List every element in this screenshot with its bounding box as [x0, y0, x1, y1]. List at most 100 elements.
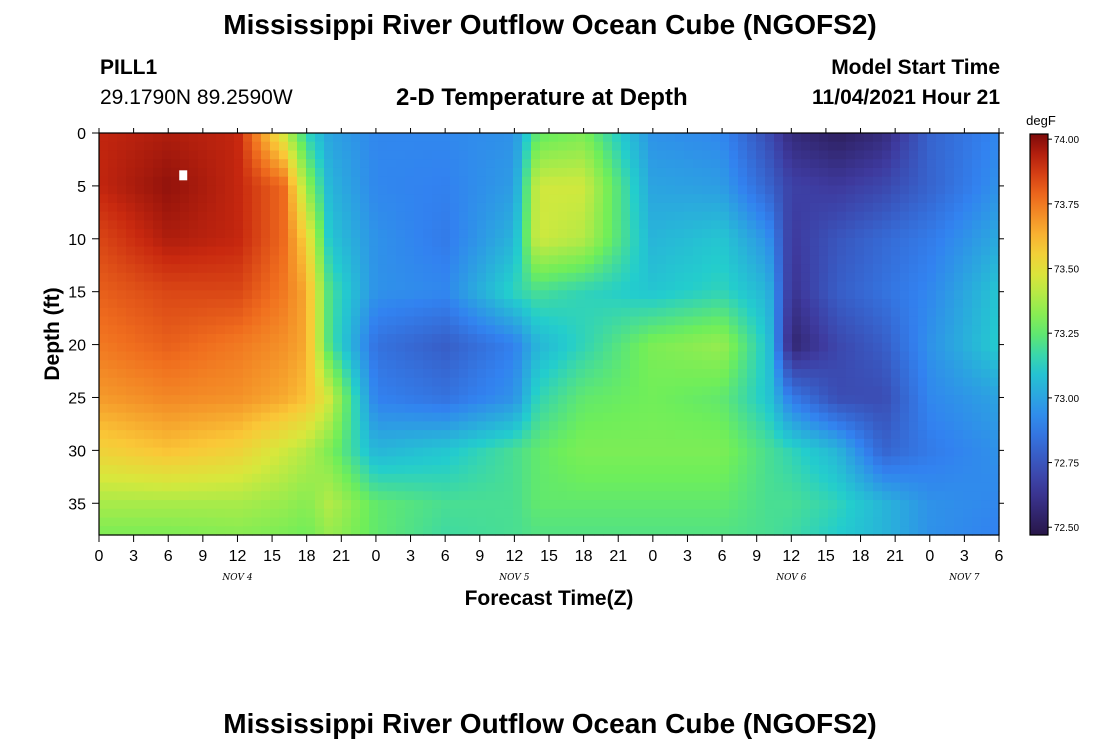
heatmap-cell: [504, 403, 514, 414]
heatmap-cell: [936, 377, 946, 388]
heatmap-cell: [468, 272, 478, 283]
heatmap-cell: [783, 325, 793, 335]
heatmap-cell: [171, 150, 181, 160]
heatmap-cell: [891, 395, 901, 405]
heatmap-cell: [909, 395, 919, 405]
heatmap-cell: [648, 255, 658, 265]
heatmap-cell: [639, 465, 649, 475]
heatmap-cell: [927, 133, 937, 143]
heatmap-cell: [486, 491, 496, 501]
heatmap-cell: [792, 133, 802, 143]
heatmap-cell: [99, 491, 109, 501]
heatmap-cell: [135, 167, 145, 178]
heatmap-cell: [207, 517, 217, 527]
heatmap-cell: [126, 403, 136, 414]
heatmap-cell: [936, 386, 946, 396]
heatmap-cell: [972, 491, 982, 501]
heatmap-cell: [126, 351, 136, 361]
heatmap-cell: [369, 342, 379, 353]
heatmap-cell: [243, 377, 253, 388]
heatmap-cell: [837, 325, 847, 335]
heatmap-cell: [630, 281, 640, 291]
heatmap-cell: [909, 255, 919, 265]
heatmap-cell: [954, 211, 964, 221]
heatmap-cell: [783, 482, 793, 492]
heatmap-cell: [387, 220, 397, 230]
heatmap-cell: [882, 290, 892, 300]
heatmap-cell: [495, 368, 505, 379]
heatmap-cell: [765, 526, 775, 536]
heatmap-cell: [387, 447, 397, 457]
heatmap-cell: [909, 473, 919, 484]
x-tick-label: 15: [263, 548, 281, 565]
heatmap-cell: [954, 167, 964, 178]
heatmap-cell: [585, 307, 595, 318]
heatmap-cell: [243, 430, 253, 440]
heatmap-cell: [450, 176, 460, 187]
heatmap-cell: [306, 272, 316, 283]
heatmap-cell: [540, 500, 550, 510]
heatmap-cell: [180, 412, 190, 422]
heatmap-cell: [441, 403, 451, 414]
heatmap-cell: [567, 133, 577, 143]
heatmap-cell: [918, 412, 928, 422]
heatmap-cell: [783, 141, 793, 152]
heatmap-cell: [414, 447, 424, 457]
heatmap-cell: [126, 290, 136, 300]
heatmap-cell: [486, 465, 496, 475]
heatmap-cell: [495, 281, 505, 291]
heatmap-cell: [684, 395, 694, 405]
heatmap-cell: [270, 176, 280, 187]
heatmap-cell: [450, 526, 460, 536]
heatmap-cell: [603, 403, 613, 414]
x-tick-label: 3: [960, 548, 969, 565]
heatmap-cell: [495, 403, 505, 414]
heatmap-cell: [126, 211, 136, 221]
heatmap-cell: [900, 159, 910, 169]
heatmap-cell: [495, 211, 505, 221]
heatmap-cell: [567, 403, 577, 414]
heatmap-cell: [207, 141, 217, 152]
heatmap-cell: [594, 360, 604, 370]
heatmap-cell: [522, 229, 532, 239]
heatmap-cell: [513, 342, 523, 353]
heatmap-cell: [396, 421, 406, 431]
heatmap-cell: [117, 255, 127, 265]
heatmap-cell: [216, 290, 226, 300]
heatmap-cell: [459, 482, 469, 492]
heatmap-cell: [837, 167, 847, 178]
heatmap-cell: [729, 325, 739, 335]
heatmap-cell: [828, 377, 838, 388]
heatmap-cell: [333, 159, 343, 169]
heatmap-cell: [972, 482, 982, 492]
heatmap-cell: [729, 316, 739, 326]
heatmap-cell: [99, 264, 109, 274]
heatmap-cell: [702, 159, 712, 169]
heatmap-cell: [252, 334, 262, 344]
heatmap-cell: [531, 334, 541, 344]
heatmap-cell: [522, 482, 532, 492]
heatmap-cell: [477, 307, 487, 318]
heatmap-cell: [486, 211, 496, 221]
heatmap-cell: [936, 473, 946, 484]
heatmap-cell: [972, 211, 982, 221]
heatmap-cell: [666, 526, 676, 536]
heatmap-cell: [171, 290, 181, 300]
heatmap-cell: [567, 220, 577, 230]
heatmap-cell: [315, 368, 325, 379]
heatmap-cell: [909, 482, 919, 492]
heatmap-cell: [144, 456, 154, 466]
heatmap-cell: [423, 167, 433, 178]
heatmap-cell: [594, 430, 604, 440]
heatmap-cell: [459, 133, 469, 143]
heatmap-cell: [846, 473, 856, 484]
heatmap-cell: [639, 185, 649, 195]
heatmap-cell: [144, 395, 154, 405]
heatmap-cell: [315, 491, 325, 501]
heatmap-cell: [315, 517, 325, 527]
heatmap-cell: [459, 307, 469, 318]
heatmap-cell: [432, 491, 442, 501]
heatmap-cell: [819, 150, 829, 160]
heatmap-cell: [486, 421, 496, 431]
heatmap-cell: [549, 202, 559, 213]
